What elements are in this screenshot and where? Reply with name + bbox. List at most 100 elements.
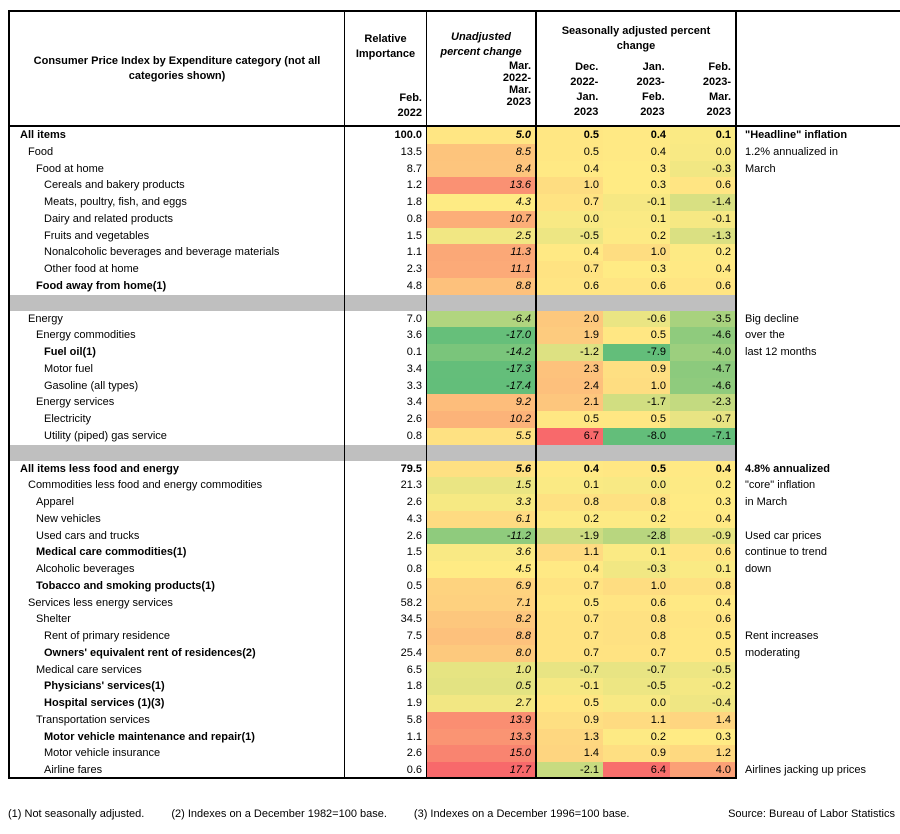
- seasonally-adjusted-cell-1: -1.2: [537, 344, 603, 361]
- table-row: Motor fuel 3.4 -17.3 2.3 0.9 -4.7: [8, 360, 900, 378]
- unadjusted-change-cell: 5.6: [427, 460, 537, 478]
- category-cell: Nonalcoholic beverages and beverage mate…: [8, 244, 345, 261]
- seasonally-adjusted-cell-3: -1.3: [670, 227, 737, 245]
- seasonally-adjusted-cell-2: 0.5: [603, 327, 670, 344]
- table-row: Shelter 34.5 8.2 0.7 0.8 0.6: [8, 611, 900, 628]
- seasonally-adjusted-cell-2: 0.3: [603, 261, 670, 278]
- seasonally-adjusted-cell-1: 0.8: [537, 494, 603, 511]
- seasonally-adjusted-cell-3: 0.5: [670, 628, 737, 645]
- seasonally-adjusted-cell-1: -0.7: [537, 661, 603, 679]
- unadjusted-change-cell: -6.4: [427, 310, 537, 328]
- unadjusted-change-cell: 13.6: [427, 177, 537, 194]
- seasonally-adjusted-cell-2: 0.7: [603, 644, 670, 662]
- seasonally-adjusted-cell-2: 0.8: [603, 628, 670, 645]
- table-row: Meats, poultry, fish, and eggs 1.8 4.3 0.7-…: [8, 194, 900, 211]
- relative-importance-cell: 1.5: [345, 227, 427, 245]
- unadjusted-change-cell: 3.6: [427, 544, 537, 561]
- category-label: Electricity: [44, 413, 92, 425]
- seasonally-adjusted-cell-1: 2.0: [537, 310, 603, 328]
- category-cell: Electricity: [8, 411, 345, 428]
- sa-subheader-2: Jan. 2023- Feb. 2023: [636, 61, 665, 118]
- category-cell: Shelter: [8, 611, 345, 628]
- seasonally-adjusted-cell-1: 1.0: [537, 177, 603, 194]
- unadjusted-change-cell: 6.1: [427, 510, 537, 528]
- category-label: Fuel oil(1): [44, 346, 96, 358]
- seasonally-adjusted-cell-1: 6.7: [537, 427, 603, 445]
- unadjusted-period: Mar. 2022- Mar. 2023: [502, 60, 531, 108]
- category-label: Motor fuel: [44, 362, 93, 375]
- category-label: Alcoholic beverages: [36, 563, 135, 575]
- seasonally-adjusted-cell-1: 1.1: [537, 544, 603, 561]
- relative-importance-cell: 3.4: [345, 360, 427, 378]
- annotation-cell: "core" inflation: [745, 479, 816, 492]
- unadjusted-change-cell: 13.3: [427, 728, 537, 746]
- relative-importance-cell: 0.6: [345, 762, 427, 779]
- annotation-cell: March: [745, 162, 776, 175]
- relative-importance-cell: 21.3: [345, 477, 427, 494]
- seasonally-adjusted-cell-3: 0.6: [670, 544, 737, 561]
- table-header: Consumer Price Index by Expenditure cate…: [8, 10, 900, 127]
- annotation-cell: down: [745, 563, 772, 575]
- table-row: Energy services 3.4 9.2 2.1 -1.7 -2.3: [8, 394, 900, 411]
- category-label: Apparel: [36, 496, 74, 508]
- seasonally-adjusted-cell-1: 0.6: [537, 277, 603, 295]
- table-row: New vehicles 4.3 6.1 0.2 0.2 0.4: [8, 510, 900, 528]
- table-row: Medical care services 6.5 1.0 -0.7 -0.7 -0.5: [8, 661, 900, 679]
- seasonally-adjusted-header-cell: Seasonally adjusted percent change Dec. …: [537, 12, 737, 125]
- category-label: Energy: [28, 312, 63, 325]
- category-label: Motor vehicle maintenance and repair(1): [44, 730, 255, 743]
- seasonally-adjusted-cell-1: 0.7: [537, 644, 603, 662]
- unadjusted-change-cell: 8.5: [427, 143, 537, 161]
- seasonally-adjusted-cell-3: -4.7: [670, 360, 737, 378]
- table-row: Airline fares 0.6 17.7 -2.1 6.4 4.0 Airlines j…: [8, 762, 900, 779]
- seasonally-adjusted-cell-1: 0.1: [537, 477, 603, 494]
- category-label: Food: [28, 145, 54, 158]
- category-cell: Motor vehicle insurance: [8, 745, 345, 762]
- table-row: Food away from home(1) 4.8 8.8 0.6 0.6 0.6: [8, 277, 900, 295]
- unadjusted-change-cell: 10.7: [427, 210, 537, 228]
- separator-cell: [670, 444, 737, 461]
- separator-cell: [427, 444, 537, 461]
- category-cell: Commodities less food and energy commodi…: [8, 477, 345, 494]
- unadjusted-change-cell: 2.5: [427, 227, 537, 245]
- separator-cell: [537, 294, 603, 311]
- relative-importance-cell: 25.4: [345, 644, 427, 662]
- relative-importance-cell: 3.3: [345, 377, 427, 395]
- seasonally-adjusted-cell-2: 0.8: [603, 494, 670, 511]
- category-label: All items: [20, 129, 66, 141]
- relative-importance-cell: 3.6: [345, 327, 427, 344]
- unadjusted-change-cell: 9.2: [427, 394, 537, 411]
- seasonally-adjusted-cell-3: 0.4: [670, 261, 737, 278]
- seasonally-adjusted-cell-3: 0.6: [670, 611, 737, 628]
- category-label: Gasoline (all types): [44, 379, 139, 392]
- relative-importance-cell: 2.3: [345, 261, 427, 278]
- annotation-cell: Airlines jacking up prices: [745, 764, 867, 776]
- seasonally-adjusted-cell-3: -0.4: [670, 695, 737, 712]
- separator-cell: [670, 294, 737, 311]
- annotation-cell: [737, 428, 900, 445]
- table-row: Rent of primary residence 7.5 8.8 0.7 0.8 0.5…: [8, 628, 900, 645]
- seasonally-adjusted-title: Seasonally adjusted percent change: [561, 25, 711, 52]
- annotation-cell: 4.8% annualized: [745, 462, 830, 475]
- unadjusted-change-cell: 17.7: [427, 762, 537, 779]
- category-cell: Apparel: [8, 494, 345, 511]
- annotation-cell: [737, 194, 900, 211]
- seasonally-adjusted-cell-2: 0.2: [603, 227, 670, 245]
- seasonally-adjusted-cell-2: 0.9: [603, 745, 670, 762]
- table-row: Used cars and trucks 2.6 -11.2 -1.9 -2.8 -0.9…: [8, 527, 900, 545]
- category-label: Services less energy services: [28, 596, 173, 609]
- table-row: Energy commodities 3.6 -17.0 1.9 0.5 -4.6 over…: [8, 327, 900, 344]
- relative-importance-cell: 2.6: [345, 527, 427, 545]
- seasonally-adjusted-cell-1: 2.3: [537, 360, 603, 378]
- separator-cell: [8, 444, 345, 461]
- category-cell: Dairy and related products: [8, 210, 345, 228]
- seasonally-adjusted-cell-3: -0.5: [670, 661, 737, 679]
- unadjusted-change-cell: 1.0: [427, 661, 537, 679]
- annotation-cell: [737, 228, 900, 245]
- seasonally-adjusted-cell-2: 1.0: [603, 377, 670, 395]
- unadjusted-change-cell: 4.3: [427, 194, 537, 211]
- category-cell: Food at home: [8, 160, 345, 178]
- table-row: Motor vehicle insurance 2.6 15.0 1.4 0.9 1.2: [8, 745, 900, 762]
- unadjusted-change-cell: 11.3: [427, 244, 537, 261]
- annotation-cell: [737, 295, 900, 311]
